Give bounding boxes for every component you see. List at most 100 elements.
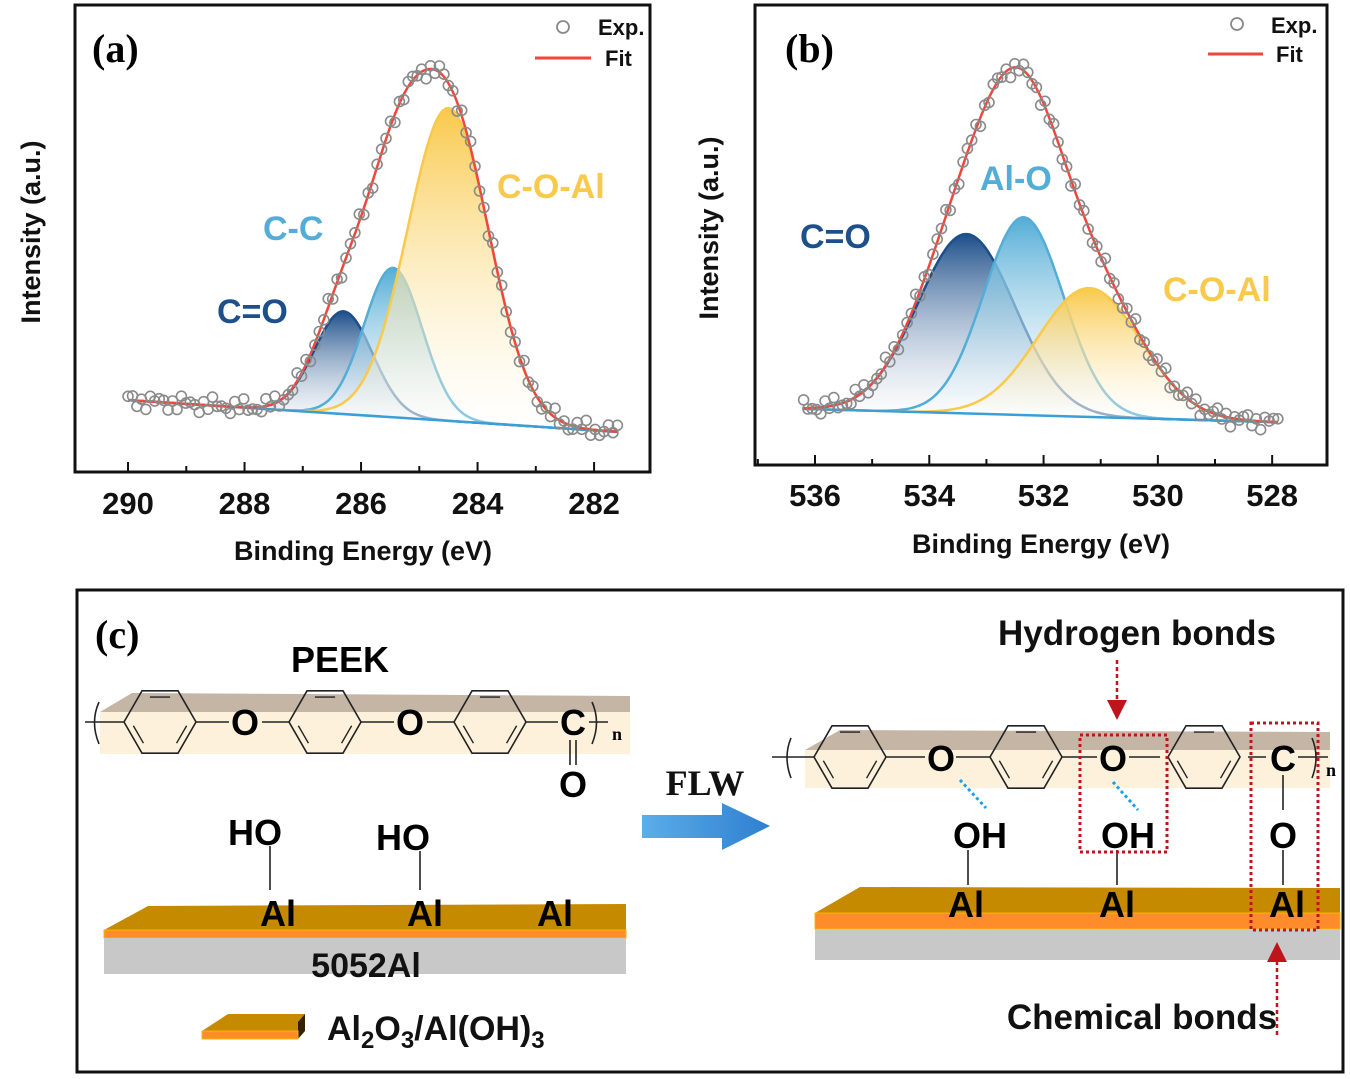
exp-point bbox=[580, 414, 593, 427]
carbonyl-carbon: C bbox=[560, 702, 586, 743]
exp-point bbox=[353, 208, 366, 220]
exp-point bbox=[1047, 117, 1060, 130]
substrate-body bbox=[815, 929, 1340, 960]
x-axis-label: Binding Energy (eV) bbox=[234, 536, 492, 566]
exp-point bbox=[1272, 412, 1284, 425]
exp-point bbox=[1022, 66, 1034, 79]
exp-point bbox=[455, 104, 468, 117]
ether-oxygen: O bbox=[1099, 738, 1127, 779]
panel-label: (c) bbox=[95, 612, 139, 657]
carbonyl-oxygen: O bbox=[559, 764, 587, 805]
exp-point bbox=[802, 403, 814, 415]
exp-point bbox=[814, 407, 827, 420]
peak-fill-C=O bbox=[803, 234, 1278, 423]
x-tick-label: 536 bbox=[789, 478, 841, 513]
legend-exp-label: Exp. bbox=[1271, 13, 1317, 38]
exp-point bbox=[952, 178, 965, 190]
exp-point bbox=[389, 116, 401, 129]
exp-point bbox=[974, 120, 987, 133]
chemical-bonds-label: Chemical bonds bbox=[1007, 998, 1277, 1037]
exp-point bbox=[1168, 380, 1181, 393]
exp-point bbox=[1211, 402, 1224, 415]
exp-point bbox=[264, 400, 277, 413]
exp-point bbox=[1108, 277, 1120, 289]
polymer-slab-top bbox=[805, 730, 1330, 750]
exp-point bbox=[991, 72, 1004, 84]
exp-point bbox=[349, 227, 361, 239]
exp-point bbox=[845, 397, 857, 410]
exp-point bbox=[375, 143, 388, 156]
y-axis-label: Intensity (a.u.) bbox=[694, 136, 724, 319]
x-tick-label: 532 bbox=[1018, 478, 1070, 513]
exp-point bbox=[562, 423, 575, 436]
surface-al: Al bbox=[1099, 884, 1135, 925]
x-tick-label: 530 bbox=[1132, 478, 1184, 513]
process-label: FLW bbox=[666, 763, 745, 803]
exp-point bbox=[922, 268, 935, 281]
exp-point bbox=[384, 115, 397, 128]
exp-point bbox=[304, 355, 317, 368]
exp-point bbox=[122, 390, 134, 403]
exp-point bbox=[575, 423, 588, 436]
exp-point bbox=[1078, 204, 1090, 217]
oxide-legend-label: Al2O3/Al(OH)3 bbox=[327, 1010, 545, 1054]
legend-exp-marker bbox=[556, 20, 570, 34]
exp-point bbox=[397, 93, 410, 106]
exp-point bbox=[1052, 136, 1064, 148]
exp-point bbox=[1060, 160, 1073, 173]
panel-label: (b) bbox=[785, 26, 834, 71]
oxide-layer-top bbox=[104, 904, 626, 930]
xps-c1s-chart: 290 288 286 284 282 (a) Binding Energy (eV) … bbox=[16, 3, 652, 566]
exp-point bbox=[513, 355, 526, 368]
legend: Exp. Fit bbox=[535, 15, 644, 71]
exp-point bbox=[326, 293, 339, 305]
oxide-legend-swatch bbox=[202, 1014, 305, 1031]
xps-o1s-chart: 536 534 532 530 528 (b) Binding Energy (eV) … bbox=[694, 3, 1329, 559]
exp-point bbox=[446, 85, 459, 97]
exp-point bbox=[931, 233, 944, 245]
peak-label-c-o-al: C-O-Al bbox=[1163, 271, 1271, 309]
exp-point bbox=[140, 403, 152, 416]
surface-al: Al bbox=[407, 893, 443, 934]
carbonyl-carbon: C bbox=[1270, 738, 1296, 779]
exp-point bbox=[540, 401, 553, 413]
ether-oxygen: O bbox=[396, 702, 424, 743]
exp-point bbox=[1091, 240, 1103, 253]
x-tick-label: 534 bbox=[903, 478, 955, 513]
fit-curve bbox=[127, 67, 618, 434]
peak-fill-C-O-Al bbox=[128, 108, 618, 432]
exp-point bbox=[823, 402, 836, 415]
exp-point bbox=[473, 185, 486, 197]
exp-point bbox=[905, 307, 918, 320]
oxide-layer-top bbox=[815, 887, 1340, 913]
ether-oxygen: O bbox=[231, 702, 259, 743]
hydrogen-bonds-label: Hydrogen bonds bbox=[998, 614, 1276, 653]
exp-point bbox=[322, 292, 335, 305]
peek-chain-after: O O C n OH OH O bbox=[772, 725, 1336, 885]
exp-point bbox=[1138, 336, 1150, 349]
exp-point bbox=[1121, 302, 1133, 315]
x-axis-label: Binding Energy (eV) bbox=[912, 529, 1170, 559]
exp-point bbox=[914, 290, 926, 302]
bridging-oxygen: O bbox=[1269, 815, 1297, 856]
exp-point bbox=[518, 354, 530, 367]
exp-point bbox=[1254, 423, 1267, 436]
aluminum-substrate-after: Al Al Al bbox=[814, 884, 1341, 960]
exp-point bbox=[935, 222, 948, 235]
exp-point bbox=[317, 313, 330, 326]
repeat-subscript: n bbox=[612, 724, 622, 744]
exp-point bbox=[469, 160, 481, 173]
exp-point bbox=[827, 391, 840, 404]
surface-al: Al bbox=[1269, 884, 1305, 925]
exp-point bbox=[1082, 223, 1094, 235]
exp-point bbox=[495, 279, 508, 292]
exp-point bbox=[1116, 302, 1129, 314]
exp-point bbox=[1129, 313, 1142, 325]
exp-point bbox=[965, 134, 978, 146]
exp-point bbox=[1099, 252, 1112, 265]
benzene-ring bbox=[1167, 725, 1241, 789]
peak-label-al-o: Al-O bbox=[980, 160, 1052, 198]
oxide-legend: Al2O3/Al(OH)3 bbox=[201, 1010, 545, 1054]
exp-point bbox=[896, 329, 909, 341]
substrate-label: 5052Al bbox=[311, 947, 421, 985]
